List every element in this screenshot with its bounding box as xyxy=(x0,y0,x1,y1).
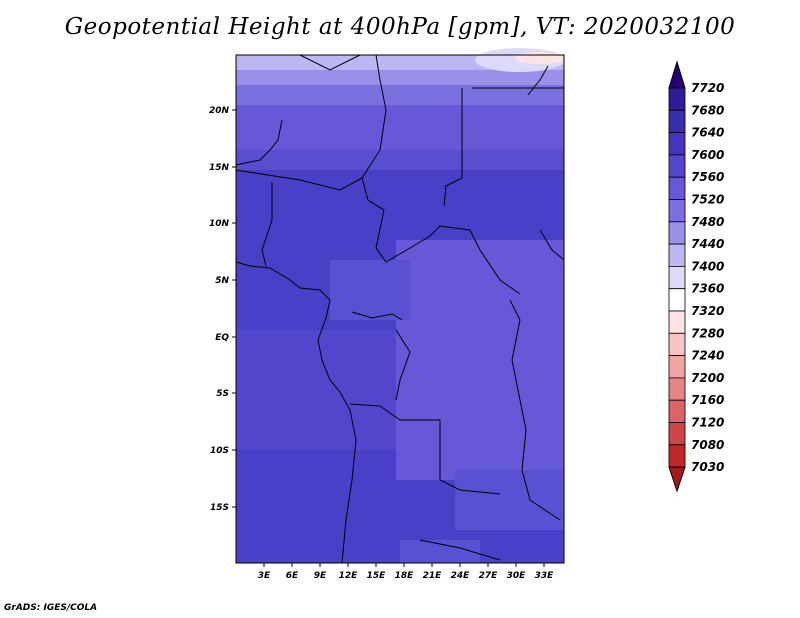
longitude-axis: 3E 6E 9E 12E 15E 18E 21E 24E 27E 30E 33E xyxy=(258,563,554,581)
colorbar-swatch xyxy=(668,444,686,468)
lon-tick-label: 9E xyxy=(314,571,327,581)
latitude-axis: 20N 15N 10N 5N EQ 5S 10S 15S xyxy=(209,106,236,513)
lat-tick-label: 20N xyxy=(209,106,230,116)
colorbar-label: 7600 xyxy=(691,148,724,162)
colorbar-label: 7160 xyxy=(691,393,724,407)
colorbar-swatch xyxy=(668,221,686,245)
colorbar-label: 7030 xyxy=(691,460,724,474)
colorbar-label: 7080 xyxy=(691,438,724,452)
colorbar-label: 7360 xyxy=(691,282,724,296)
colorbar-swatch xyxy=(668,199,686,223)
lon-tick-label: 27E xyxy=(479,571,499,581)
colorbar-swatch xyxy=(668,243,686,267)
colorbar-label: 7440 xyxy=(691,237,724,251)
lat-tick-label: 5N xyxy=(215,276,229,286)
lon-tick-label: 24E xyxy=(451,571,471,581)
colorbar-swatch xyxy=(668,288,686,312)
colorbar-swatch xyxy=(668,132,686,156)
colorbar-label: 7560 xyxy=(691,170,724,184)
lat-tick-label: 15S xyxy=(210,503,229,513)
colorbar-label: 7640 xyxy=(691,126,724,140)
colorbar-label: 7120 xyxy=(691,416,724,430)
lat-tick-label: 5S xyxy=(216,389,229,399)
colorbar-swatch xyxy=(668,399,686,423)
lon-tick-label: 18E xyxy=(395,571,415,581)
colorbar-swatch xyxy=(668,422,686,446)
lat-tick-label: 10N xyxy=(209,219,230,229)
colorbar: 7720 7680 7640 7600 7560 7520 7480 7440 7400 7360… xyxy=(668,60,724,493)
lon-tick-label: 6E xyxy=(286,571,299,581)
colorbar-label: 7400 xyxy=(691,259,724,273)
colorbar-label: 7520 xyxy=(691,193,724,207)
coastlines-and-borders xyxy=(235,54,565,564)
colorbar-swatch xyxy=(668,310,686,334)
lat-tick-label: EQ xyxy=(215,333,229,343)
colorbar-label: 7680 xyxy=(691,103,724,117)
colorbar-swatch xyxy=(668,332,686,356)
map-title: Geopotential Height at 400hPa [gpm], VT:… xyxy=(64,14,736,40)
lon-tick-label: 12E xyxy=(339,571,359,581)
colorbar-label: 7320 xyxy=(691,304,724,318)
colorbar-swatch xyxy=(668,265,686,290)
lon-tick-label: 33E xyxy=(535,571,555,581)
colorbar-top-arrow xyxy=(668,60,686,89)
colorbar-swatch xyxy=(668,176,686,200)
grads-credit: GrADS: IGES/COLA xyxy=(4,603,98,613)
lon-tick-label: 3E xyxy=(258,571,271,581)
lon-tick-label: 15E xyxy=(367,571,387,581)
colorbar-swatch xyxy=(668,377,686,401)
height-field xyxy=(236,48,565,563)
colorbar-label: 7240 xyxy=(691,349,724,363)
colorbar-swatch xyxy=(668,154,686,178)
colorbar-bottom-arrow xyxy=(668,466,686,493)
lon-tick-label: 30E xyxy=(507,571,527,581)
colorbar-swatch xyxy=(668,109,686,134)
map-border xyxy=(235,54,565,564)
colorbar-label: 7200 xyxy=(691,371,724,385)
lat-tick-label: 15N xyxy=(209,163,230,173)
colorbar-label: 7480 xyxy=(691,215,724,229)
colorbar-label: 7280 xyxy=(691,326,724,340)
colorbar-swatch xyxy=(668,355,686,379)
lat-tick-label: 10S xyxy=(210,446,229,456)
lon-tick-label: 21E xyxy=(423,571,443,581)
colorbar-label: 7720 xyxy=(691,81,724,95)
colorbar-swatch xyxy=(668,87,686,111)
